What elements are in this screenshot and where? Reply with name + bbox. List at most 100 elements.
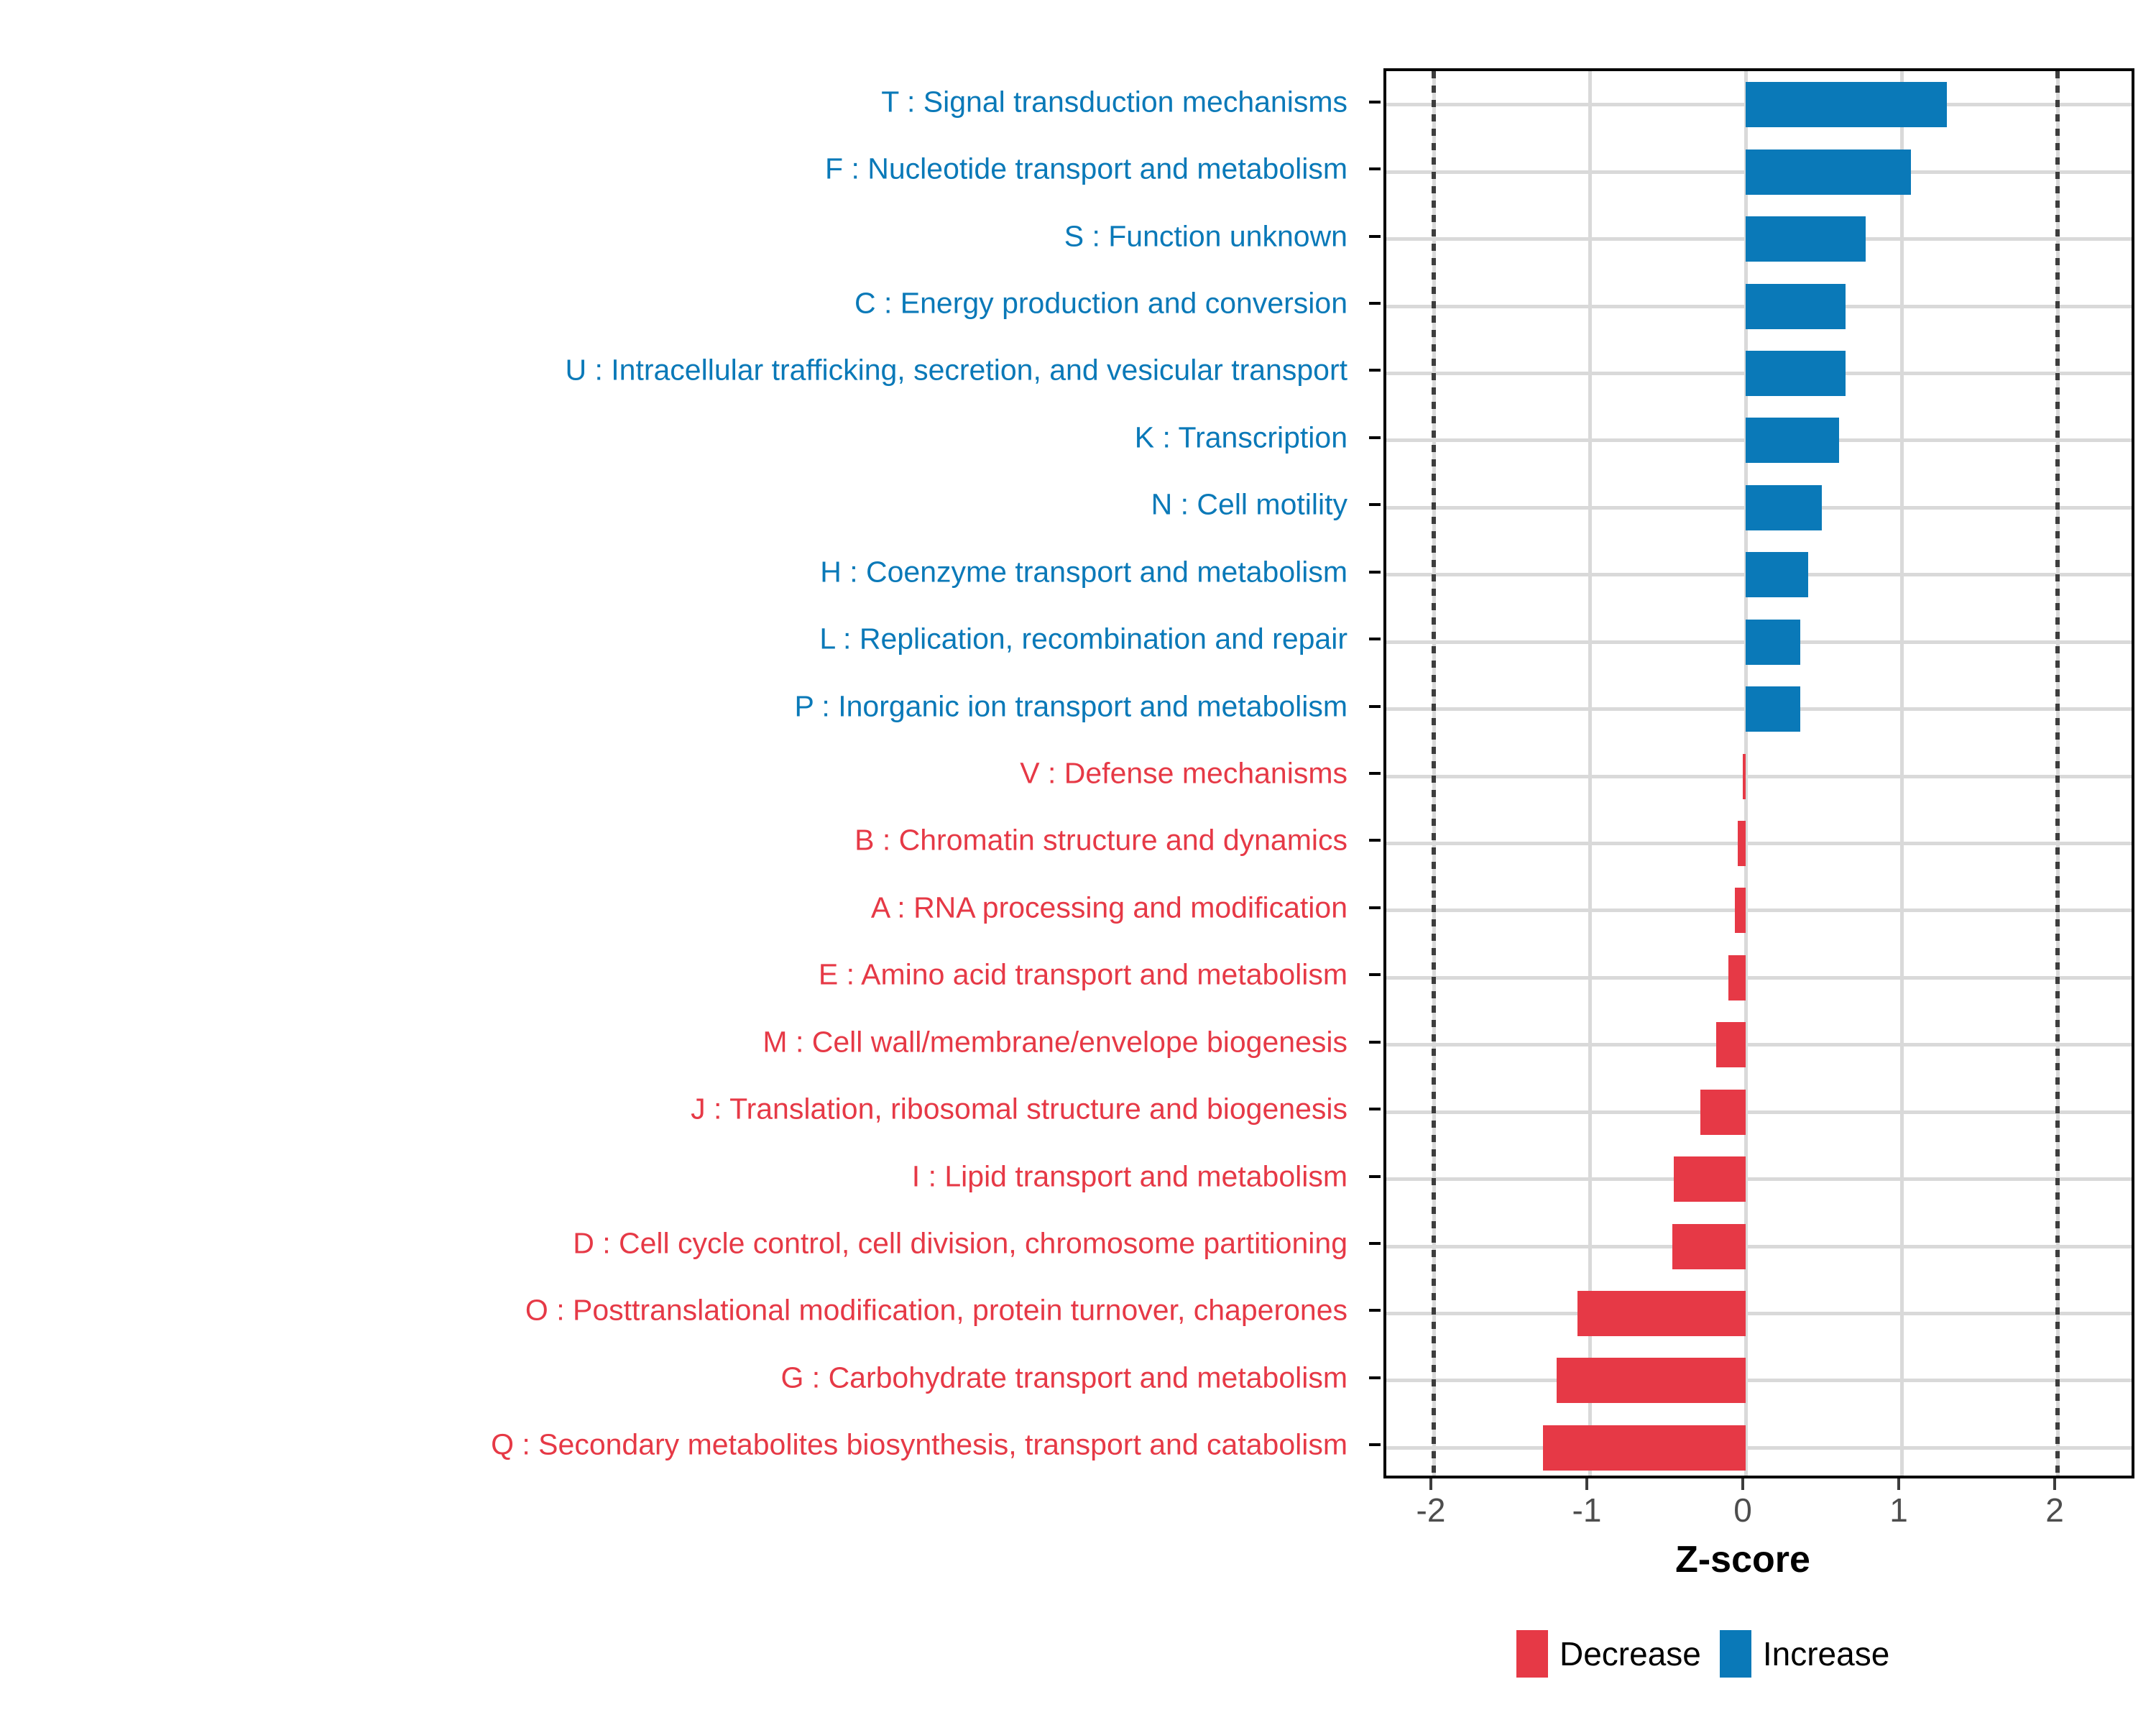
x-axis-tick-label: -1: [1572, 1491, 1602, 1529]
y-axis-tick: [1369, 369, 1381, 372]
gridline-y: [1386, 975, 2132, 980]
y-axis-tick: [1369, 704, 1381, 708]
bar: [1746, 686, 1800, 732]
gridline-y: [1386, 1311, 2132, 1315]
bar: [1738, 820, 1746, 866]
x-axis-tick-0: [1741, 1478, 1744, 1490]
y-axis-label: H : Coenzyme transport and metabolism: [820, 555, 1348, 589]
y-axis-tick: [1369, 100, 1381, 104]
x-axis-tick-1: [1897, 1478, 1900, 1490]
bar: [1700, 1089, 1746, 1135]
bar: [1557, 1358, 1746, 1404]
legend-swatch-decrease: [1516, 1630, 1548, 1678]
y-axis-label: F : Nucleotide transport and metabolism: [825, 152, 1348, 185]
x-axis-title: Z-score: [1675, 1539, 1810, 1581]
legend-item-increase[interactable]: Increase: [1719, 1630, 1890, 1678]
y-axis-tick: [1369, 167, 1381, 171]
bar: [1746, 552, 1808, 598]
legend-label-increase: Increase: [1762, 1635, 1890, 1673]
bar: [1577, 1290, 1746, 1336]
bar: [1715, 1022, 1746, 1068]
y-axis-tick: [1369, 1309, 1381, 1312]
y-axis-tick: [1369, 973, 1381, 977]
y-axis-tick: [1369, 302, 1381, 305]
bar: [1746, 350, 1846, 396]
y-axis-tick: [1369, 839, 1381, 842]
gridline-y: [1386, 1043, 2132, 1047]
gridline-y: [1386, 908, 2132, 913]
x-axis-tick-label: 0: [1733, 1491, 1752, 1529]
x-axis-tick--1: [1585, 1478, 1588, 1490]
y-axis-tick: [1369, 772, 1381, 775]
y-axis-label: M : Cell wall/membrane/envelope biogenes…: [763, 1025, 1348, 1059]
y-axis-label: S : Function unknown: [1064, 219, 1348, 253]
reference-line-2: [2055, 71, 2060, 1476]
x-axis-tick-2: [2053, 1478, 2056, 1490]
y-axis-tick: [1369, 1108, 1381, 1111]
y-axis-tick: [1369, 234, 1381, 238]
y-axis-tick: [1369, 906, 1381, 909]
y-axis-label: Q : Secondary metabolites biosynthesis, …: [491, 1427, 1348, 1461]
gridline-y: [1386, 1244, 2132, 1248]
y-axis-label: U : Intracellular trafficking, secretion…: [565, 353, 1348, 387]
gridline-y: [1386, 1445, 2132, 1450]
y-axis-tick: [1369, 1040, 1381, 1044]
y-axis-label: G : Carbohydrate transport and metabolis…: [780, 1361, 1348, 1394]
gridline-y: [1386, 1110, 2132, 1114]
y-axis-label: T : Signal transduction mechanisms: [881, 85, 1348, 119]
y-axis-tick: [1369, 1376, 1381, 1379]
y-axis-tick: [1369, 1443, 1381, 1447]
gridline-y: [1386, 1379, 2132, 1383]
y-axis-tick: [1369, 570, 1381, 574]
y-axis-labels: T : Signal transduction mechanisms F : Nu…: [0, 68, 1381, 1478]
y-axis-tick: [1369, 503, 1381, 507]
y-axis-label: K : Transcription: [1134, 420, 1348, 454]
legend-item-decrease[interactable]: Decrease: [1516, 1630, 1701, 1678]
y-axis-label: J : Translation, ribosomal structure and…: [691, 1092, 1348, 1126]
bar: [1674, 1156, 1746, 1202]
gridline-x--1: [1588, 71, 1592, 1476]
y-axis-label: P : Inorganic ion transport and metaboli…: [794, 689, 1348, 723]
y-axis-tick: [1369, 1242, 1381, 1245]
legend-label-decrease: Decrease: [1560, 1635, 1701, 1673]
bar: [1672, 1223, 1746, 1269]
bar: [1746, 484, 1823, 530]
bar: [1746, 149, 1912, 195]
y-axis-label: O : Posttranslational modification, prot…: [525, 1293, 1348, 1327]
bar: [1746, 619, 1800, 665]
y-axis-label: I : Lipid transport and metabolism: [911, 1159, 1348, 1193]
bar: [1746, 418, 1840, 464]
y-axis-label: L : Replication, recombination and repai…: [819, 622, 1348, 656]
x-axis-tick-label: -2: [1416, 1491, 1446, 1529]
bar: [1746, 216, 1866, 262]
legend: Decrease Increase: [1516, 1630, 1889, 1678]
y-axis-tick: [1369, 436, 1381, 439]
y-axis-label: V : Defense mechanisms: [1020, 756, 1348, 790]
gridline-y: [1386, 1177, 2132, 1182]
gridline-x-1: [1899, 71, 1904, 1476]
bar: [1728, 954, 1746, 1000]
gridline-x-0: [1743, 71, 1748, 1476]
legend-swatch-increase: [1719, 1630, 1751, 1678]
plot-panel: [1383, 68, 2134, 1478]
y-axis-label: N : Cell motility: [1151, 487, 1348, 521]
bar: [1746, 82, 1947, 128]
y-axis-label: E : Amino acid transport and metabolism: [818, 957, 1348, 991]
bar: [1734, 888, 1746, 934]
gridline-y: [1386, 841, 2132, 845]
y-axis-label: A : RNA processing and modification: [870, 891, 1348, 924]
y-axis-label: D : Cell cycle control, cell division, c…: [573, 1226, 1348, 1260]
y-axis-tick: [1369, 1174, 1381, 1178]
gridline-y: [1386, 774, 2132, 778]
reference-line--2: [1432, 71, 1436, 1476]
x-axis-tick-label: 2: [2045, 1491, 2064, 1529]
x-axis-tick--2: [1429, 1478, 1432, 1490]
x-axis-tick-label: 1: [1889, 1491, 1908, 1529]
y-axis-label: B : Chromatin structure and dynamics: [854, 823, 1348, 857]
bar: [1746, 283, 1846, 329]
y-axis-label: C : Energy production and conversion: [854, 286, 1348, 320]
y-axis-tick: [1369, 638, 1381, 641]
bar: [1742, 753, 1746, 799]
bar: [1542, 1425, 1746, 1471]
